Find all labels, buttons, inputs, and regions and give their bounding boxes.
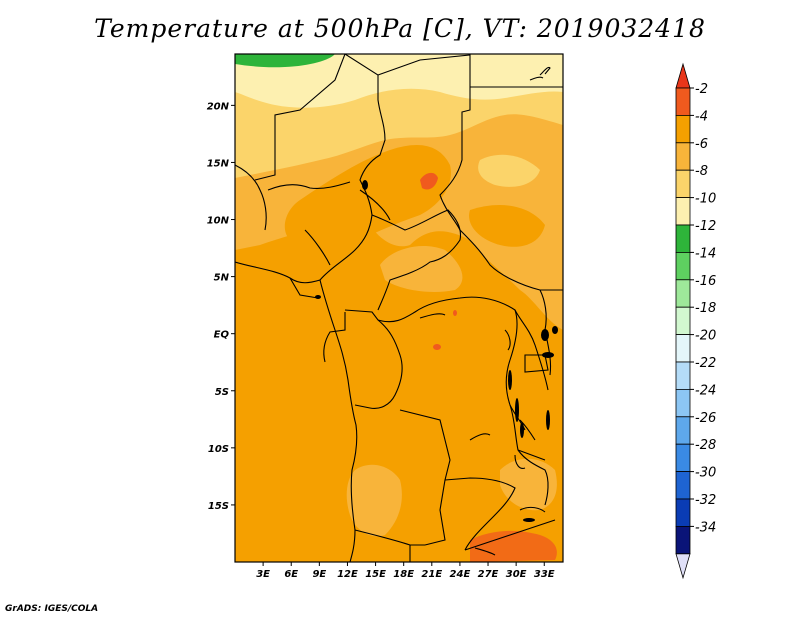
lon-label: 24E bbox=[450, 569, 471, 580]
lat-label: 5N bbox=[214, 273, 230, 284]
lon-label: 3E bbox=[256, 569, 270, 580]
colorbar-label: -2 bbox=[695, 82, 708, 97]
lon-label: 15E bbox=[365, 569, 386, 580]
colorbar-swatch bbox=[675, 306, 691, 336]
colorbar-swatch bbox=[675, 443, 691, 473]
lat-label: 15N bbox=[207, 158, 230, 169]
band-minus2-spot bbox=[453, 310, 457, 316]
colorbar-swatch bbox=[675, 87, 691, 116]
colorbar-swatch bbox=[675, 471, 691, 500]
lat-label: 15S bbox=[208, 501, 229, 512]
colorbar-label: -10 bbox=[695, 192, 716, 207]
colorbar-label: -30 bbox=[695, 466, 716, 481]
lat-label: EQ bbox=[214, 330, 230, 341]
lon-label: 21E bbox=[421, 569, 442, 580]
lon-label: 9E bbox=[312, 569, 326, 580]
colorbar-label: -12 bbox=[695, 219, 716, 234]
colorbar-swatch bbox=[675, 115, 691, 144]
colorbar-swatch bbox=[675, 416, 691, 445]
band-minus6-south bbox=[346, 464, 402, 537]
colorbar-label: -28 bbox=[695, 438, 716, 453]
colorbar-label: -14 bbox=[695, 246, 716, 261]
colorbar-label: -34 bbox=[695, 520, 716, 535]
colorbar-swatch bbox=[675, 197, 691, 226]
lat-label: 10S bbox=[208, 444, 229, 455]
colorbar-label: -20 bbox=[695, 329, 716, 344]
colorbar-swatch bbox=[675, 498, 691, 527]
colorbar-label: -32 bbox=[695, 493, 716, 508]
map-axes: 20N 15N 10N 5N EQ 5S 10S 15S 3E 6E 9E 12E 15E 18E 21E 2… bbox=[207, 101, 555, 580]
band-minus6-southeast bbox=[500, 458, 557, 511]
colorbar-swatch bbox=[675, 142, 691, 171]
lon-label: 30E bbox=[506, 569, 527, 580]
chart-title: Temperature at 500hPa [C], VT: 201903241… bbox=[94, 14, 706, 43]
colorbar-label: -24 bbox=[695, 383, 716, 398]
temperature-field bbox=[235, 54, 563, 562]
colorbar-swatch bbox=[675, 361, 691, 390]
band-minus10 bbox=[235, 54, 563, 108]
colorbar-swatch bbox=[675, 251, 691, 281]
colorbar-bottom-arrow bbox=[675, 553, 691, 580]
band-minus4-east bbox=[469, 205, 545, 247]
band-minus8-patch bbox=[478, 154, 540, 187]
band-minus2-south bbox=[470, 530, 557, 562]
lon-label: 12E bbox=[337, 569, 358, 580]
colorbar-swatch bbox=[675, 279, 691, 308]
country-borders bbox=[235, 54, 563, 562]
colorbar-swatch bbox=[675, 224, 691, 253]
colorbar: -2 -4 -6 -8 -10 -12 -14 -16 -18 -20 -22 -24 -26 -28 -3… bbox=[675, 62, 716, 580]
colorbar-swatch bbox=[675, 526, 691, 555]
colorbar-swatch bbox=[675, 334, 691, 363]
lat-label: 20N bbox=[207, 101, 230, 112]
colorbar-swatch bbox=[675, 169, 691, 198]
colorbar-label: -16 bbox=[695, 274, 716, 289]
colorbar-label: -6 bbox=[695, 137, 708, 152]
colorbar-label: -18 bbox=[695, 301, 716, 316]
lon-label: 33E bbox=[534, 569, 555, 580]
credit-text: GrADS: IGES/COLA bbox=[5, 604, 99, 614]
lat-label: 5S bbox=[215, 387, 229, 398]
lakes bbox=[315, 180, 558, 522]
colorbar-label: -4 bbox=[695, 109, 708, 124]
lon-label: 27E bbox=[478, 569, 499, 580]
colorbar-label: -26 bbox=[695, 411, 716, 426]
colorbar-label: -22 bbox=[695, 356, 716, 371]
colorbar-label: -8 bbox=[695, 164, 708, 179]
map-frame bbox=[234, 53, 564, 563]
lat-label: 10N bbox=[207, 216, 230, 227]
colorbar-swatch bbox=[675, 388, 691, 418]
band-minus12 bbox=[235, 54, 335, 68]
band-minus2-spot bbox=[433, 344, 441, 350]
lon-label: 6E bbox=[284, 569, 298, 580]
lon-label: 18E bbox=[393, 569, 414, 580]
band-minus2-patch bbox=[420, 172, 438, 190]
colorbar-top-arrow bbox=[675, 62, 691, 89]
